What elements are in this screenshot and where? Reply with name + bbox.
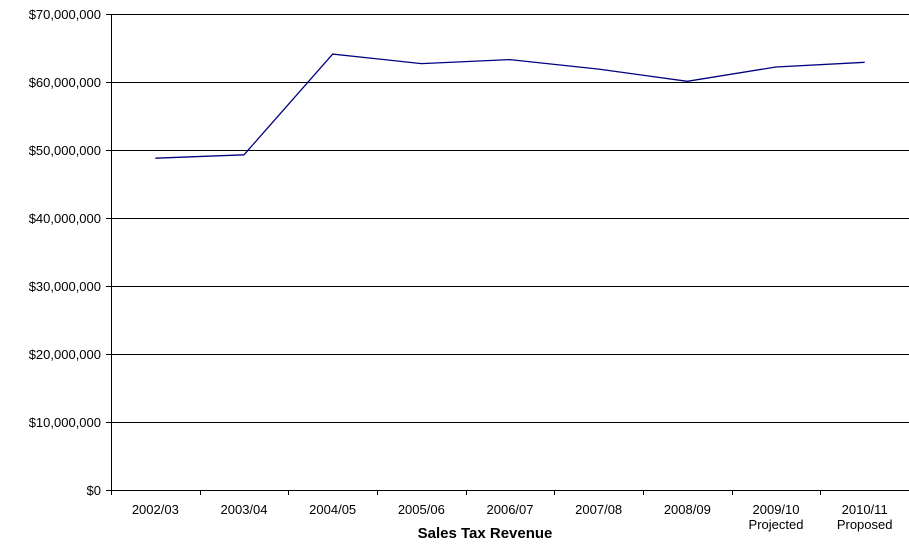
x-tick-label: 2005/06 <box>398 502 445 517</box>
data-series <box>155 53 865 159</box>
y-tick-labels: $0 $10,000,000 $20,000,000 $30,000,000 $40,0… <box>29 7 101 498</box>
y-tick-label: $40,000,000 <box>29 211 101 226</box>
x-tick-label: 2006/07 <box>487 502 534 517</box>
gridlines <box>111 14 909 423</box>
x-tick-labels: 2002/03 2003/04 2004/05 2005/06 2006/07 2007/… <box>132 502 893 532</box>
y-tick-label: $60,000,000 <box>29 75 101 90</box>
y-tick-label: $70,000,000 <box>29 7 101 22</box>
axes <box>106 14 909 495</box>
y-tick-label: $50,000,000 <box>29 143 101 158</box>
y-tick-label: $10,000,000 <box>29 415 101 430</box>
x-tick-label: 2007/08 <box>575 502 622 517</box>
x-axis-title: Sales Tax Revenue <box>418 525 553 542</box>
y-tick-label: $30,000,000 <box>29 279 101 294</box>
y-tick-label: $0 <box>87 483 101 498</box>
x-tick-label: 2009/10 Projected <box>749 502 804 532</box>
y-tick-label: $20,000,000 <box>29 347 101 362</box>
x-tick-label: 2003/04 <box>221 502 268 517</box>
x-tick-label: 2008/09 <box>664 502 711 517</box>
series-line <box>155 53 865 159</box>
x-tick-label: 2002/03 <box>132 502 179 517</box>
x-tick-label: 2010/11 Proposed <box>837 502 893 532</box>
x-tick-label: 2004/05 <box>309 502 356 517</box>
